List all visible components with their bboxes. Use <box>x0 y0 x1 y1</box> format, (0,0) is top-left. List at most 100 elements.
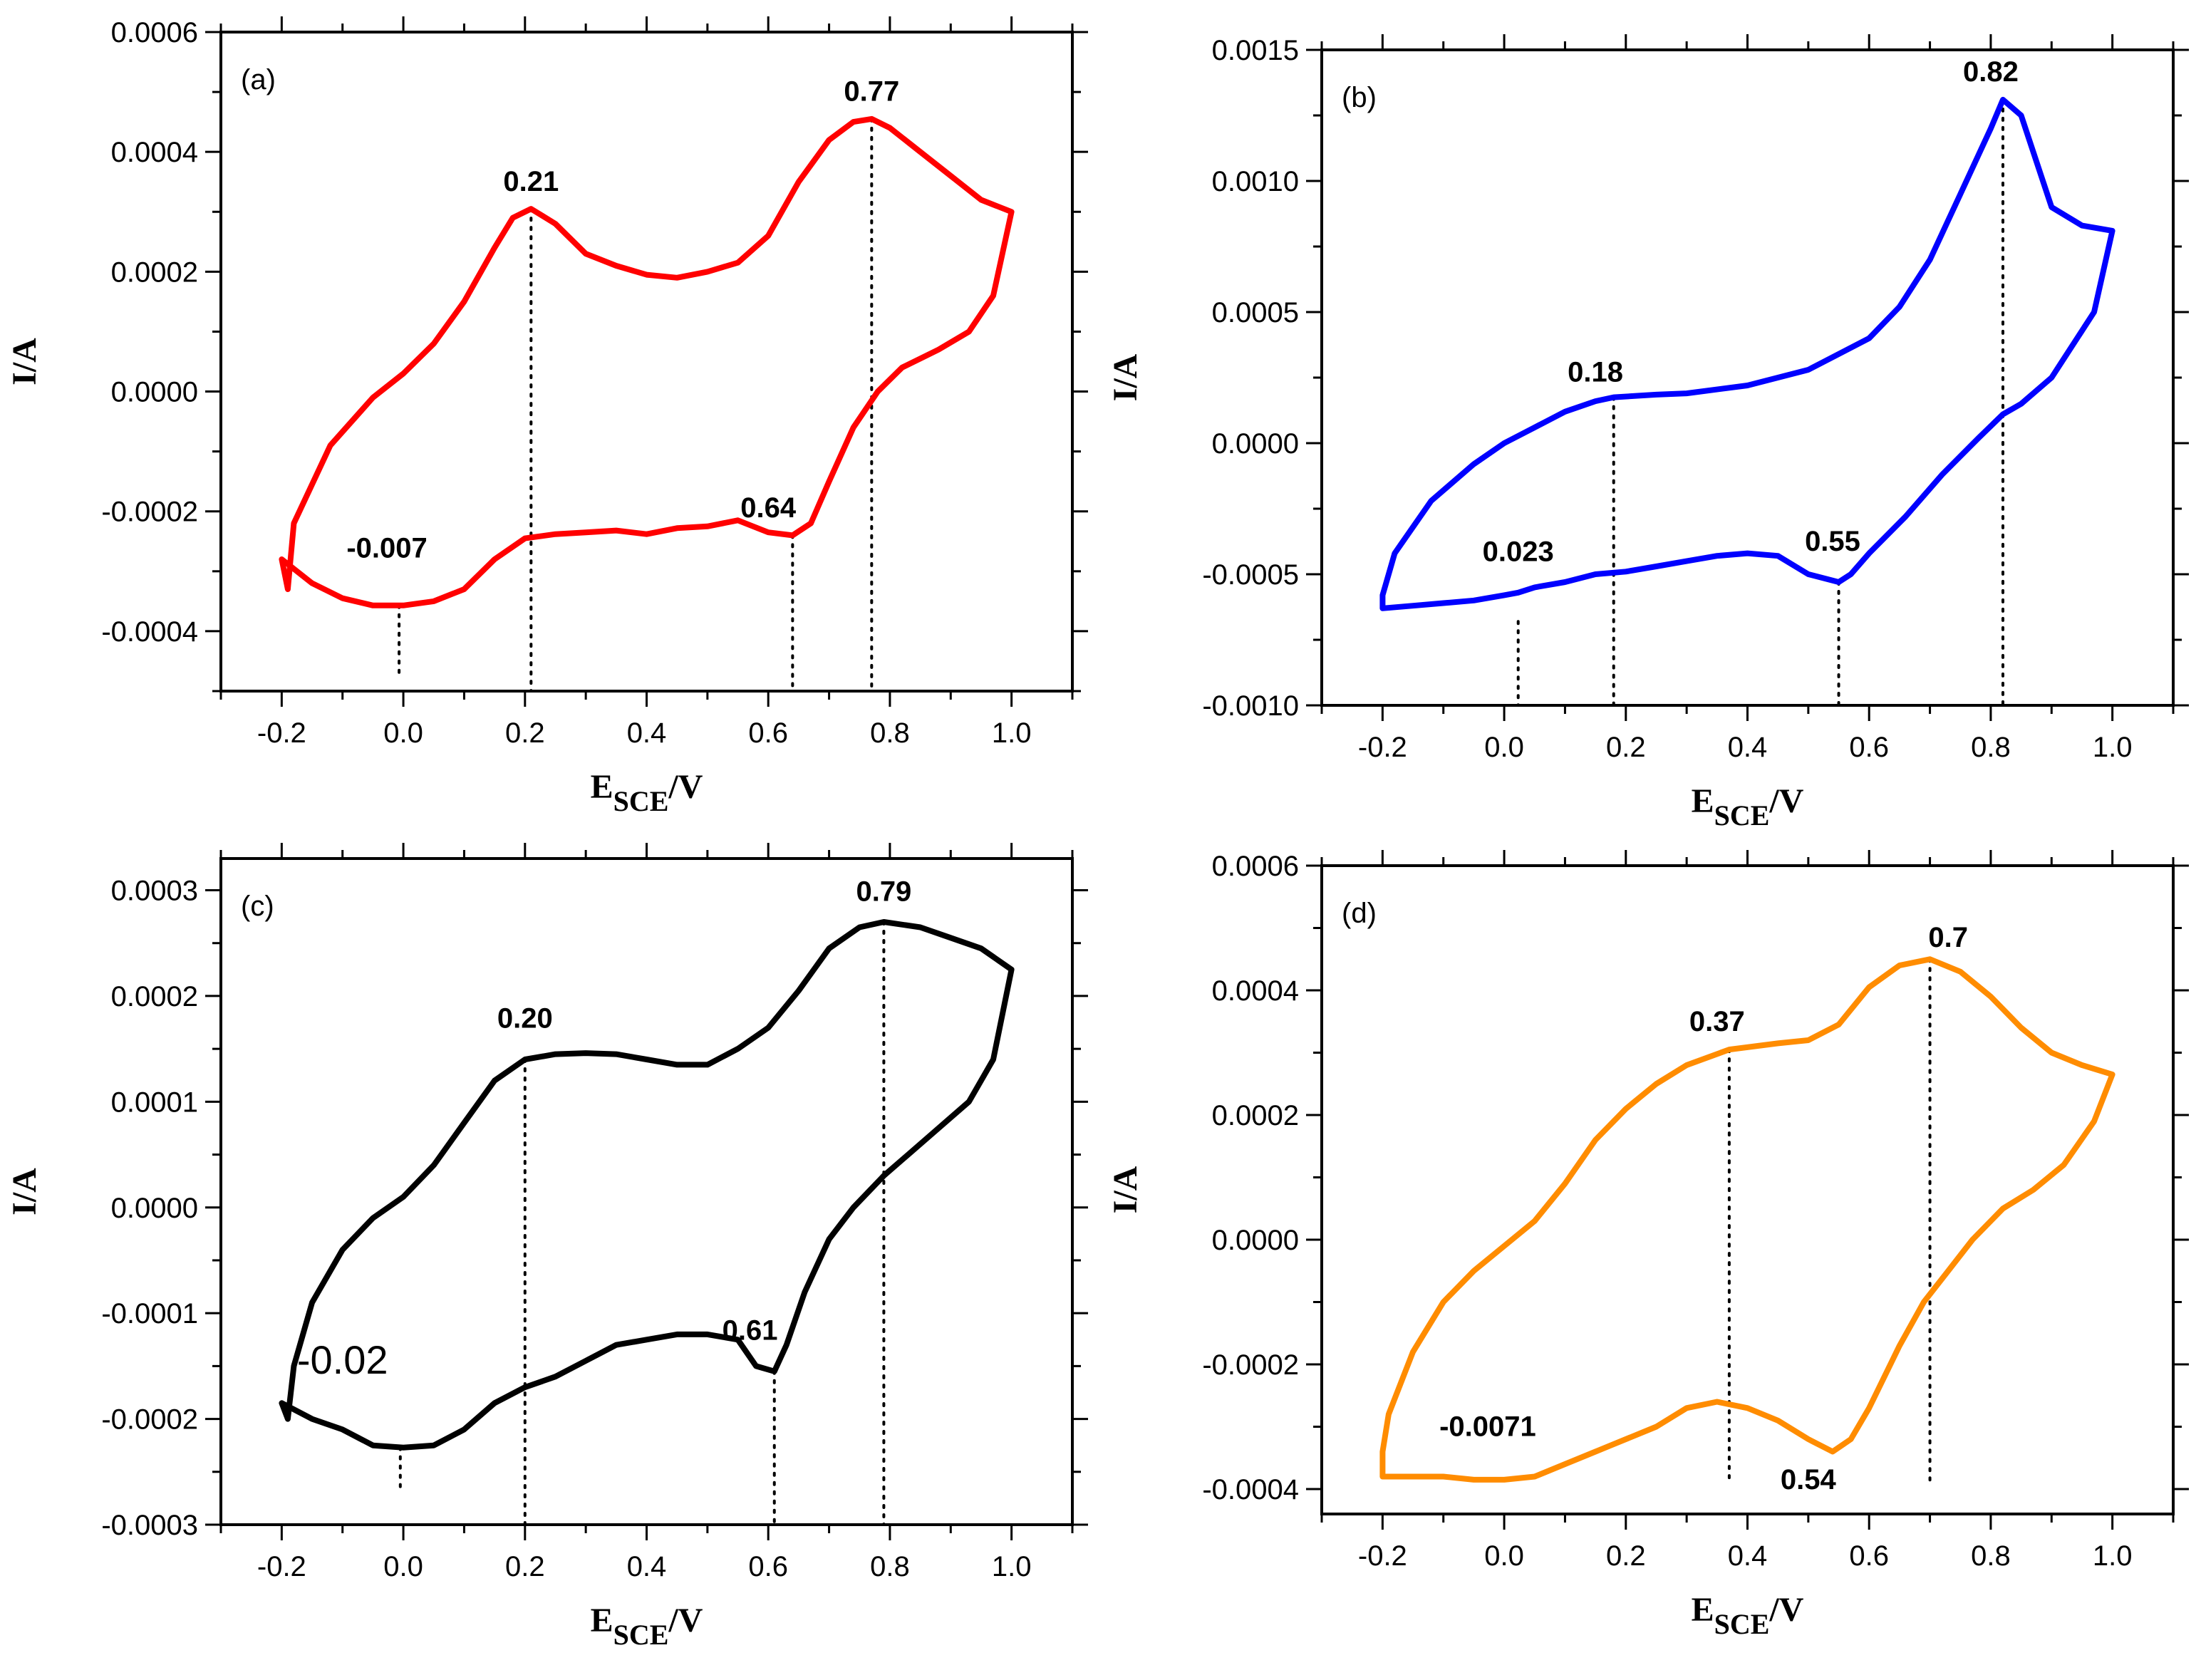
cv-curve <box>1379 956 2115 1483</box>
x-axis-title-tail: /V <box>1768 782 1803 820</box>
y-tick-label: 0.0004 <box>111 137 198 168</box>
x-tick-label: 0.0 <box>383 717 423 749</box>
x-axis-title: ESCE/V <box>1692 782 1804 831</box>
plot-frame <box>219 857 1074 1526</box>
peak-label: 0.21 <box>503 166 559 197</box>
x-axis-title-tail: /V <box>668 1602 703 1639</box>
peak-label: 0.55 <box>1805 526 1860 557</box>
x-tick-label: 0.8 <box>870 1551 910 1582</box>
x-axis-title-main: E <box>1692 782 1714 820</box>
y-tick-label: 0.0001 <box>111 1087 198 1118</box>
y-tick-label: 0.0006 <box>111 17 198 48</box>
x-tick-label: -0.2 <box>1358 732 1407 763</box>
peak-label: 0.79 <box>856 876 911 907</box>
x-tick-label: 0.6 <box>1849 732 1889 763</box>
x-tick-label: 0.4 <box>627 717 667 749</box>
y-tick-label: 0.0010 <box>1212 166 1299 197</box>
peak-label: -0.02 <box>297 1337 388 1382</box>
peak-label: 0.61 <box>723 1315 778 1346</box>
y-tick-label: -0.0003 <box>101 1510 198 1541</box>
peak-label: 0.37 <box>1689 1006 1745 1037</box>
x-axis-title-subscript: SCE <box>1714 1608 1770 1640</box>
y-tick-label: -0.0002 <box>101 497 198 528</box>
x-tick-label: 0.4 <box>627 1551 667 1582</box>
y-tick-label: 0.0000 <box>1212 1225 1299 1256</box>
cv-curve <box>1379 96 2115 611</box>
peak-label: 0.82 <box>1963 56 2019 88</box>
y-axis-title: I/A <box>6 338 43 385</box>
y-tick-label: 0.0003 <box>111 876 198 907</box>
peak-label: 0.023 <box>1483 536 1554 568</box>
y-tick-label: 0.0002 <box>111 256 198 288</box>
y-tick-label: 0.0005 <box>1212 297 1299 328</box>
peak-label: 0.20 <box>497 1002 553 1034</box>
y-axis-title: I/A <box>1107 353 1144 401</box>
peak-label: -0.007 <box>346 532 427 564</box>
y-axis-title: I/A <box>1107 1166 1144 1213</box>
cv-curve <box>279 919 1015 1451</box>
x-axis-title-tail: /V <box>668 768 703 806</box>
x-tick-label: 0.4 <box>1728 1540 1768 1572</box>
y-tick-label: -0.0002 <box>1202 1349 1299 1381</box>
x-axis-title: ESCE/V <box>1692 1591 1804 1640</box>
plot-frame <box>219 31 1074 693</box>
x-tick-label: 0.8 <box>870 717 910 749</box>
y-tick-label: 0.0006 <box>1212 851 1299 882</box>
panel-label: (a) <box>241 64 276 95</box>
plot-frame <box>1320 48 2175 707</box>
x-tick-label: 0.0 <box>1484 732 1524 763</box>
panel-c: -0.2 0.0 0.2 0.4 0.6 0.8 1.0 -0.0003 -0.0002 -0.0… <box>6 843 1088 1651</box>
y-tick-label: 0.0000 <box>111 377 198 408</box>
peak-label: 0.64 <box>740 492 797 524</box>
x-tick-label: 1.0 <box>2093 1540 2133 1572</box>
x-axis-title-tail: /V <box>1768 1591 1803 1629</box>
x-tick-label: 0.6 <box>748 1551 788 1582</box>
y-tick-label: -0.0002 <box>101 1404 198 1436</box>
x-tick-label: -0.2 <box>257 717 306 749</box>
y-tick-label: -0.0005 <box>1202 559 1299 591</box>
x-tick-label: 0.2 <box>505 717 545 749</box>
x-axis-title: ESCE/V <box>591 768 703 817</box>
x-tick-label: -0.2 <box>1358 1540 1407 1572</box>
x-tick-label: 0.6 <box>748 717 788 749</box>
panel-b: -0.2 0.0 0.2 0.4 0.6 0.8 1.0 -0.0010 -0.0005 0.00… <box>1107 34 2189 831</box>
x-tick-label: 0.2 <box>1606 732 1646 763</box>
x-axis-title: ESCE/V <box>591 1602 703 1651</box>
cv-curve <box>279 115 1015 608</box>
panel-label: (b) <box>1342 82 1377 113</box>
y-tick-label: 0.0000 <box>1212 428 1299 460</box>
x-axis-title-main: E <box>591 768 613 806</box>
x-axis-title-main: E <box>1692 1591 1714 1629</box>
y-tick-label: 0.0002 <box>1212 1100 1299 1131</box>
peak-label: 0.7 <box>1928 922 1968 953</box>
y-tick-label: 0.0002 <box>111 981 198 1012</box>
x-tick-label: 0.4 <box>1728 732 1768 763</box>
x-tick-label: 0.0 <box>1484 1540 1524 1572</box>
y-tick-label: 0.0015 <box>1212 35 1299 66</box>
y-tick-label: 0.0000 <box>111 1193 198 1224</box>
x-axis-title-subscript: SCE <box>613 1619 669 1651</box>
x-tick-label: 0.6 <box>1849 1540 1889 1572</box>
y-tick-label: -0.0004 <box>101 616 198 648</box>
x-axis-title-subscript: SCE <box>613 785 669 817</box>
peak-label: 0.54 <box>1781 1464 1837 1495</box>
x-tick-label: 0.2 <box>505 1551 545 1582</box>
x-tick-label: 0.2 <box>1606 1540 1646 1572</box>
x-axis-title-main: E <box>591 1602 613 1639</box>
peak-label: 0.18 <box>1568 357 1623 388</box>
y-tick-label: 0.0004 <box>1212 975 1299 1007</box>
x-tick-label: -0.2 <box>257 1551 306 1582</box>
y-tick-label: -0.0004 <box>1202 1474 1299 1505</box>
panel-label: (d) <box>1342 898 1377 929</box>
x-tick-label: 1.0 <box>992 717 1032 749</box>
panel-d: -0.2 0.0 0.2 0.4 0.6 0.8 1.0 -0.0004 -0.0002 0.00… <box>1107 850 2189 1640</box>
y-tick-label: -0.0010 <box>1202 690 1299 722</box>
peak-label: 0.77 <box>844 76 899 108</box>
x-tick-label: 1.0 <box>992 1551 1032 1582</box>
y-tick-label: -0.0001 <box>101 1298 198 1329</box>
panel-a: -0.2 0.0 0.2 0.4 0.6 0.8 1.0 -0.0004 -0.0002 0.00… <box>6 16 1088 817</box>
panel-label: (c) <box>241 891 274 922</box>
x-tick-label: 0.0 <box>383 1551 423 1582</box>
x-tick-label: 0.8 <box>1971 732 2011 763</box>
